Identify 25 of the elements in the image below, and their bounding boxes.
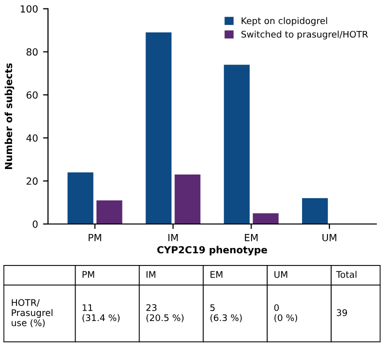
text: 23 (20.5 %)	[146, 304, 184, 322]
legend-label: Kept on clopidogrel	[242, 17, 328, 26]
text: Total	[336, 270, 356, 278]
category-label: EM	[210, 271, 222, 278]
x-axis-title: CYP2C19 phenotype	[157, 246, 268, 256]
x-tick-label: IM	[168, 234, 178, 242]
text: 0 (0 %)	[274, 304, 298, 322]
text: 11 (31.4 %)	[82, 304, 120, 322]
category-label: PM	[82, 271, 94, 278]
x-tick-label: EM	[244, 234, 258, 242]
text: HOTR/ Prasugrel use (%)	[12, 299, 52, 328]
y-tick-label: 20	[26, 177, 38, 185]
y-tick-label: 60	[26, 91, 38, 99]
text: 39	[336, 309, 347, 316]
text: 5 (6.3 %)	[210, 304, 242, 322]
y-tick-label: 100	[20, 5, 38, 13]
y-tick-label: 80	[26, 48, 38, 56]
category-label: UM	[274, 271, 288, 278]
x-tick-label: UM	[322, 234, 336, 242]
category-label: IM	[146, 271, 156, 278]
x-tick-label: PM	[88, 234, 102, 242]
legend-label: Switched to prasugrel/HOTR	[241, 30, 368, 40]
y-tick-label: 0	[32, 220, 38, 228]
y-axis-title: Number of subjects	[4, 63, 14, 169]
y-tick-label: 40	[26, 134, 38, 142]
